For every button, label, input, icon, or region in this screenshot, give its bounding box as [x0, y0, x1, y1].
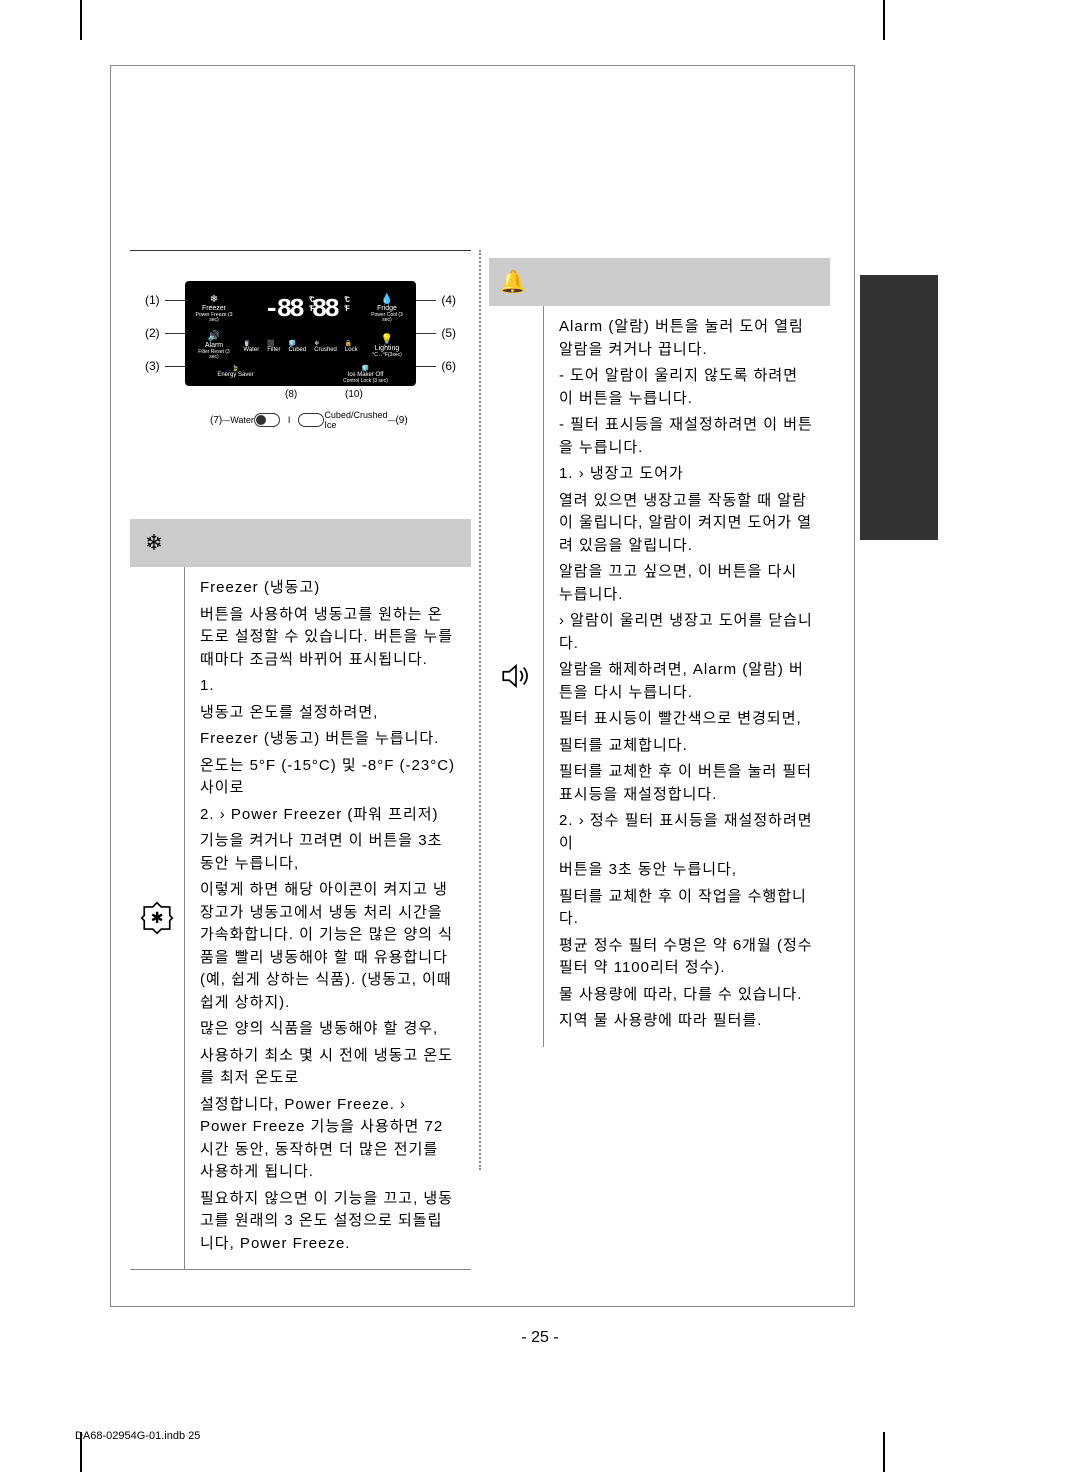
page-number: - 25 - — [0, 1329, 1080, 1347]
dispenser-row: (7) — Water I Cubed/Crushed Ice — (9) — [185, 406, 416, 434]
control-panel-diagram: ❄ Freezer Power Freeze (3 sec) -88°C°F 8… — [130, 281, 471, 511]
callout-1: (1) — [145, 293, 160, 307]
side-tab — [860, 275, 938, 540]
callout-5: (5) — [441, 326, 456, 340]
file-reference: DA68-02954G-01.indb 25 — [75, 1430, 200, 1442]
callout-3: (3) — [145, 359, 160, 373]
energy-saver-label: 🍃Energy Saver — [211, 365, 261, 384]
alarm-header: 🔔 — [489, 258, 830, 306]
freezer-header: ❄ — [130, 519, 471, 567]
column-divider — [479, 250, 481, 1170]
callout-7: (7) — [210, 415, 222, 426]
mini-icon: 🔒Lock — [345, 340, 358, 353]
ice-label: Cubed/Crushed Ice — [324, 410, 387, 430]
callout-line — [416, 333, 436, 334]
callout-line — [165, 333, 185, 334]
panel-screen: ❄ Freezer Power Freeze (3 sec) -88°C°F 8… — [185, 281, 416, 386]
freezer-label: ❄ Freezer Power Freeze (3 sec) — [193, 294, 235, 324]
ice-maker-label: 🧊Ice Maker OffControl Lock (3 sec) — [341, 365, 391, 384]
snowflake-icon: ✱ — [140, 901, 174, 935]
temp-left: -88°C°F — [264, 294, 302, 324]
ice-oval — [298, 413, 324, 427]
header-rule — [130, 250, 471, 251]
alarm-label: 🔊 Alarm Filter Reset (3 sec) — [193, 331, 235, 361]
water-label: Water — [230, 415, 254, 425]
lighting-label: 💡 Lighting °C↔°F(3sec) — [366, 334, 408, 358]
freezer-icon-cell: ✱ — [130, 567, 185, 1269]
callout-line — [416, 300, 436, 301]
speaker-icon — [499, 659, 533, 693]
callout-8: (8) — [285, 389, 297, 400]
main-content: ❄ Freezer Power Freeze (3 sec) -88°C°F 8… — [125, 250, 835, 1270]
callout-9: (9) — [395, 415, 407, 426]
callout-line — [416, 366, 436, 367]
callout-10: (10) — [345, 389, 363, 400]
svg-text:✱: ✱ — [151, 910, 164, 927]
water-oval — [254, 413, 280, 427]
callout-2: (2) — [145, 326, 160, 340]
callout-6: (6) — [441, 359, 456, 373]
crop-mark — [883, 0, 885, 40]
mini-icon: 🧊Cubed — [289, 340, 307, 353]
freezer-text: Freezer (냉동고) 버튼을 사용하여 냉동고를 원하는 온도로 설정할 … — [185, 567, 471, 1269]
freezer-row: ✱ Freezer (냉동고) 버튼을 사용하여 냉동고를 원하는 온도로 설정… — [130, 567, 471, 1270]
callout-4: (4) — [441, 293, 456, 307]
mini-icon: ⬛Filter — [267, 340, 280, 353]
mini-icon: ❄Crushed — [314, 340, 337, 353]
alarm-header-icon: 🔔 — [493, 262, 533, 302]
fridge-label: 💧 Fridge Power Cool (3 sec) — [366, 294, 408, 324]
temp-right: 88°C°F — [312, 294, 337, 324]
mini-icon: 🥤Water — [243, 340, 259, 353]
freezer-header-icon: ❄ — [134, 523, 174, 563]
alarm-row: Alarm (알람) 버튼을 눌러 도어 열림 알람을 켜거나 끕니다. - 도… — [489, 306, 830, 1047]
alarm-text: Alarm (알람) 버튼을 눌러 도어 열림 알람을 켜거나 끕니다. - 도… — [544, 306, 830, 1047]
crop-mark — [80, 0, 82, 40]
callout-line — [165, 300, 185, 301]
alarm-icon-cell — [489, 306, 544, 1047]
left-column: ❄ Freezer Power Freeze (3 sec) -88°C°F 8… — [125, 250, 476, 1270]
right-column: 🔔 Alarm (알람) 버튼을 눌러 도어 열림 알람을 켜거나 끕니다. -… — [484, 250, 835, 1270]
callout-line — [165, 366, 185, 367]
crop-mark — [883, 1432, 885, 1472]
